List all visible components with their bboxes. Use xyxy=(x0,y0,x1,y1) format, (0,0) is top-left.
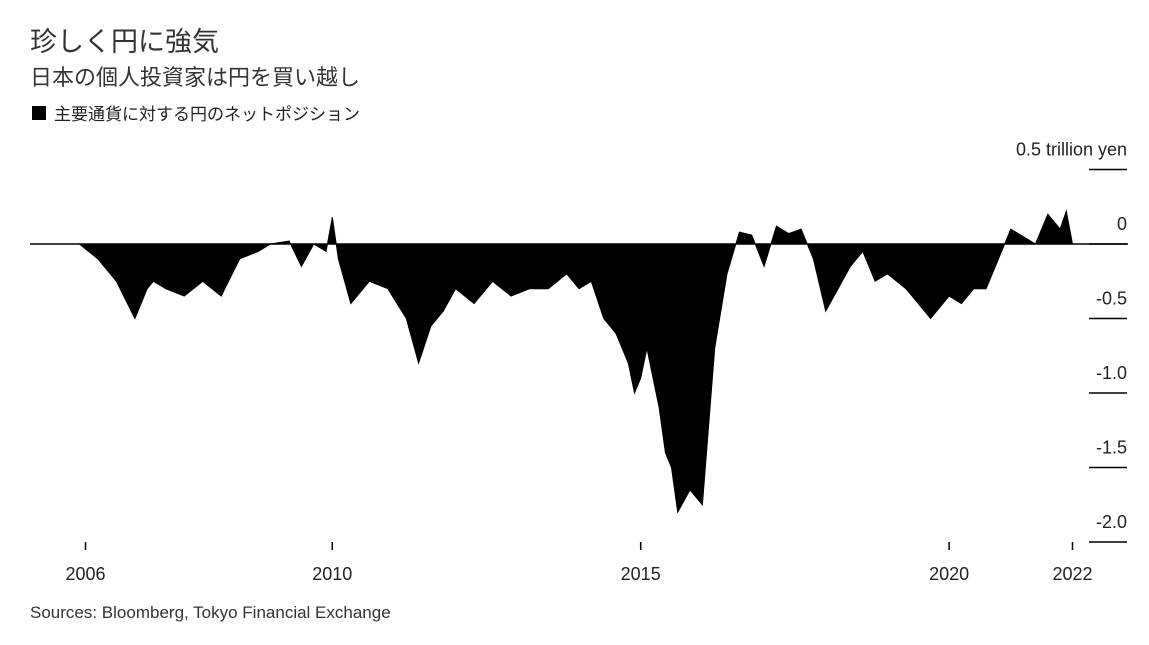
x-axis: 2006 2010 2015 2020 2022 xyxy=(65,542,1093,584)
y-tick-label: -2.0 xyxy=(1096,512,1127,532)
legend: 主要通貨に対する円のネットポジション xyxy=(32,100,360,125)
y-axis: 0.5 trillion yen 0 -0.5 -1.0 -1.5 -2.0 xyxy=(1016,140,1127,543)
legend-swatch xyxy=(32,105,46,120)
y-tick-label: -1.5 xyxy=(1096,438,1127,458)
legend-label: 主要通貨に対する円のネットポジション xyxy=(54,105,360,125)
x-tick-label: 2022 xyxy=(1052,564,1092,584)
series-area xyxy=(77,209,1074,514)
chart-title: 珍しく円に強気 xyxy=(30,27,219,58)
y-tick-label: 0.5 trillion yen xyxy=(1016,140,1127,160)
source-note: Sources: Bloomberg, Tokyo Financial Exch… xyxy=(30,603,391,622)
x-tick-label: 2015 xyxy=(621,564,661,584)
area-layer xyxy=(30,209,1128,514)
chart-subtitle: 日本の個人投資家は円を買い越し xyxy=(30,66,361,91)
x-tick-label: 2020 xyxy=(929,564,969,584)
y-tick-label: -0.5 xyxy=(1096,289,1127,309)
x-tick-label: 2010 xyxy=(312,564,352,584)
x-tick-label: 2006 xyxy=(65,564,105,584)
y-tick-label: 0 xyxy=(1117,214,1127,234)
y-tick-label: -1.0 xyxy=(1096,363,1127,383)
